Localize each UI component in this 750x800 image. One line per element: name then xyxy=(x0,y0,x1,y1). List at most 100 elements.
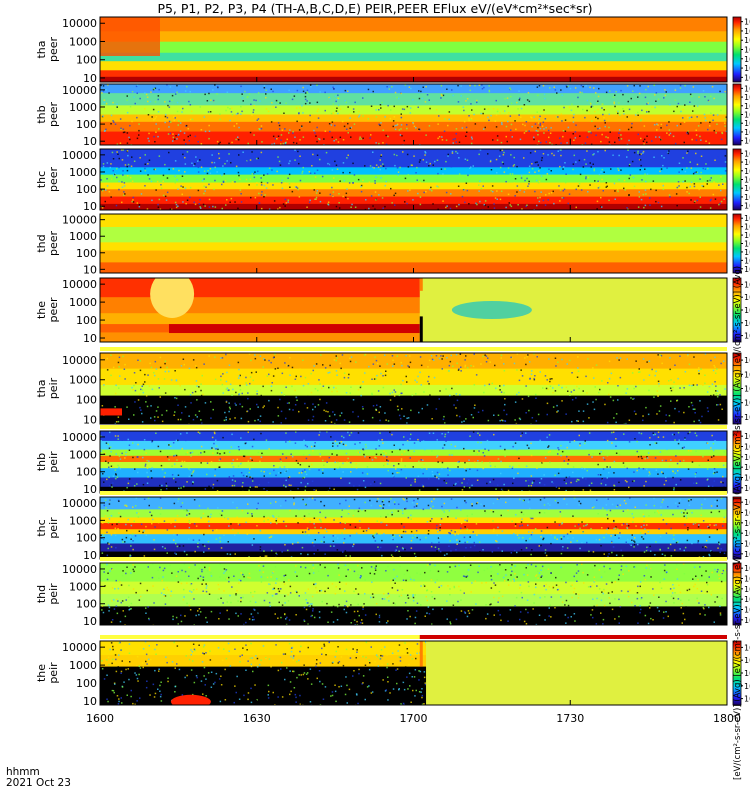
x-tick-label: 1630 xyxy=(243,712,271,725)
y-tick-label: 10 xyxy=(83,483,97,496)
y-tick-label: 1000 xyxy=(69,230,97,243)
y-axis-label: thbpeir xyxy=(35,451,60,473)
colorbar: 10² 10³ 10⁴ 10⁵ 10⁶ xyxy=(732,640,750,706)
x-tick-label: 1730 xyxy=(556,712,584,725)
y-tick-label: 100 xyxy=(76,183,97,196)
y-axis-label-line: the xyxy=(35,301,48,319)
colorbar-tick-label: 10⁵ xyxy=(744,240,750,249)
y-axis-label: thepeer xyxy=(35,297,60,323)
colorbar: 10²10³10⁴10⁵10⁶10⁷10⁸ xyxy=(732,16,750,83)
colorbar-tick-label: 10³ xyxy=(744,540,750,549)
colorbar-tick-label: 10⁷ xyxy=(744,223,750,232)
colorbar-gradient xyxy=(732,430,742,494)
y-tick-label: 10 xyxy=(83,549,97,562)
y-tick-label: 1000 xyxy=(69,35,97,48)
y-tick-label: 100 xyxy=(76,598,97,611)
colorbar-tick-label: 10² xyxy=(744,484,750,493)
y-axis-label-line: peer xyxy=(47,231,60,257)
panel-thd-peir: 10100100010000thdpeir10²10³10⁴10⁵10⁶10⁷ xyxy=(35,557,750,628)
colorbar-tick-label: 10⁷ xyxy=(744,432,750,441)
y-tick-label: 10000 xyxy=(62,431,97,444)
colorbar-tick-label: 10² xyxy=(744,616,750,625)
y-axis-label: thbpeer xyxy=(35,102,60,128)
panel-thd-peer: 10100100010000thdpeer10²10³10⁴10⁵10⁶10⁷1… xyxy=(35,213,750,276)
spectrogram-image xyxy=(100,641,727,705)
colorbar-tick-label: 10³ xyxy=(744,474,750,483)
y-tick-label: 100 xyxy=(76,394,97,407)
y-tick-label: 10000 xyxy=(62,278,97,291)
colorbar-tick-label: 10⁷ xyxy=(744,93,750,102)
spectrogram-image xyxy=(100,84,727,145)
colorbar-tick-label: 10³ xyxy=(744,64,750,73)
colorbar-tick-label: 10³ xyxy=(744,606,750,615)
colorbar-unit-label: [eV/(cm²-s-sr-eV)] (Avg) [eV/(cm²-s-sr-e… xyxy=(733,265,743,780)
colorbar-tick-label: 10² xyxy=(744,413,750,422)
data-quality-strip xyxy=(100,425,727,429)
chart-title: P5, P1, P2, P3, P4 (TH-A,B,C,D,E) PEIR,P… xyxy=(157,1,593,16)
y-axis-label-line: thc xyxy=(35,171,48,188)
colorbar-tick-label: 10⁶ xyxy=(744,575,750,584)
colorbar-tick-label: 10⁷ xyxy=(744,564,750,573)
y-tick-label: 100 xyxy=(76,466,97,479)
colorbar-tick-label: 10⁶ xyxy=(744,36,750,45)
colorbar-tick-label: 10³ xyxy=(744,682,750,691)
colorbar-tick-label: 10⁶ xyxy=(744,643,750,652)
y-axis-label-line: peir xyxy=(47,517,60,539)
spectrogram-image xyxy=(100,17,727,82)
colorbar-tick-label: 10⁵ xyxy=(744,453,750,462)
colorbar-tick-label: 10⁸ xyxy=(744,84,750,93)
y-axis-label-line: peir xyxy=(47,662,60,684)
spectrogram-image xyxy=(100,497,727,559)
y-tick-label: 10000 xyxy=(62,214,97,227)
y-axis-label-line: thc xyxy=(35,519,48,536)
y-axis-label-line: thd xyxy=(35,234,48,252)
colorbar-tick-label: 10⁷ xyxy=(744,27,750,36)
spectrogram-image xyxy=(100,353,727,424)
colorbar-tick-label: 10² xyxy=(744,137,750,146)
y-axis-label-line: thb xyxy=(35,105,48,123)
y-axis-label: thcpeer xyxy=(35,167,60,193)
y-tick-label: 1000 xyxy=(69,374,97,387)
panel-thb-peir: 10100100010000thbpeir10²10³10⁴10⁵10⁶10⁷ xyxy=(35,425,750,496)
colorbar-tick-label: 10⁴ xyxy=(744,529,750,538)
y-tick-label: 1000 xyxy=(69,580,97,593)
colorbar-tick-label: 10⁵ xyxy=(744,176,750,185)
colorbar-tick-label: 10⁵ xyxy=(744,370,750,379)
y-axis-label: thepeir xyxy=(35,662,60,684)
y-tick-label: 10000 xyxy=(62,84,97,97)
colorbar-tick-label: 10⁸ xyxy=(744,18,750,27)
data-quality-strip xyxy=(100,491,727,495)
spectrogram-image xyxy=(100,149,727,210)
colorbar: 10²10³ 10⁴10⁵10⁶ 10⁷ xyxy=(732,496,750,560)
colorbar-tick-label: 10⁴ xyxy=(744,463,750,472)
spectrogram-image xyxy=(100,278,727,342)
colorbar-tick-label: 10² xyxy=(744,73,750,82)
y-tick-label: 1000 xyxy=(69,296,97,309)
y-tick-label: 100 xyxy=(76,677,97,690)
y-axis-label-line: peir xyxy=(47,583,60,605)
y-tick-label: 100 xyxy=(76,247,97,260)
y-tick-label: 10000 xyxy=(62,563,97,576)
y-axis-label-line: thd xyxy=(35,585,48,603)
colorbar-tick-label: 10⁵ xyxy=(744,585,750,594)
data-quality-strip xyxy=(100,347,727,351)
colorbar-tick-label: 10² xyxy=(744,265,750,274)
spectrogram-image xyxy=(100,563,727,625)
colorbar-tick-label: 10⁴ xyxy=(744,55,750,64)
colorbar-tick-label: 10⁵ xyxy=(744,111,750,120)
y-axis-label-line: peir xyxy=(47,451,60,473)
y-axis-label-line: peer xyxy=(47,297,60,323)
y-axis-label-line: tha xyxy=(35,379,48,397)
y-tick-label: 10000 xyxy=(62,17,97,30)
y-tick-label: 10 xyxy=(83,263,97,276)
colorbar-tick-label: 10² xyxy=(744,202,750,211)
colorbar-tick-label: 10³ xyxy=(744,399,750,408)
colorbar-tick-label: 10⁴ xyxy=(744,184,750,193)
y-tick-label: 100 xyxy=(76,118,97,131)
y-axis-label-line: peer xyxy=(47,102,60,128)
colorbar-tick-label: 10⁶ xyxy=(744,293,750,302)
x-tick-label: 1700 xyxy=(400,712,428,725)
colorbar: 10²10³ 10⁴10⁵10⁶ 10⁷ xyxy=(732,430,750,494)
y-tick-label: 100 xyxy=(76,54,97,67)
